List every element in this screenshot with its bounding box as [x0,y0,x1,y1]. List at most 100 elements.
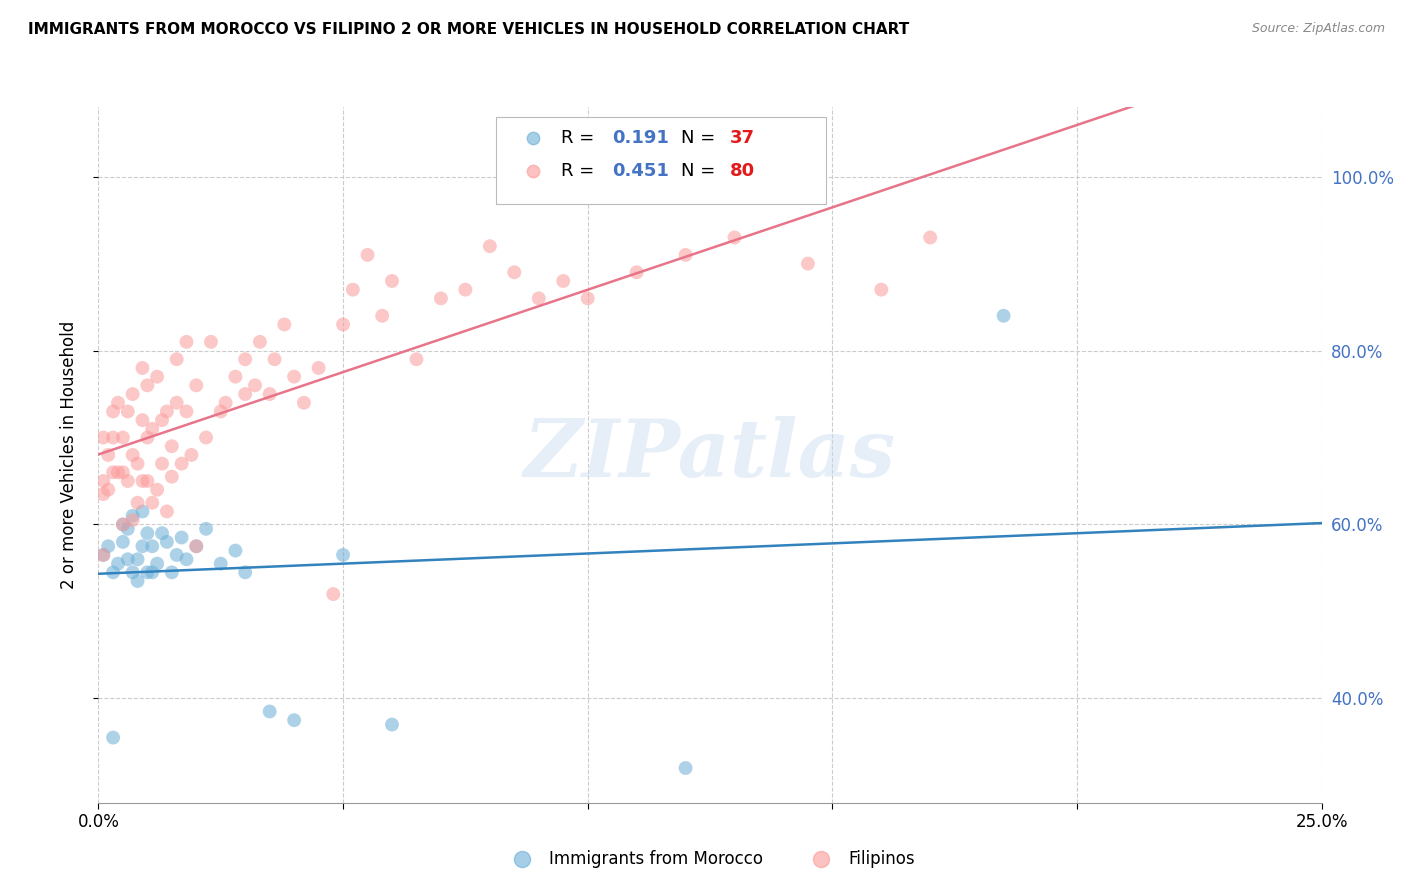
Point [243,378,266,392]
Point [233,566,256,580]
Point [553,274,575,288]
Point [170,457,193,471]
Text: 80: 80 [730,162,755,180]
Point [91,474,114,488]
Point [121,513,143,527]
Point [308,360,330,375]
Point [723,230,745,244]
Point [454,283,477,297]
Point [233,352,256,367]
Point [797,257,820,271]
Point [920,230,942,244]
Point [141,539,163,553]
Point [576,291,599,305]
Point [141,496,163,510]
Point [478,239,501,253]
Point [214,396,236,410]
Point [91,487,114,501]
Point [111,466,134,480]
Point [233,387,256,401]
Text: N =: N = [681,129,721,147]
Point [107,466,129,480]
Point [195,522,218,536]
Point [405,352,427,367]
FancyBboxPatch shape [496,118,827,204]
Point [675,248,697,262]
Point [107,557,129,571]
Point [283,713,305,727]
Point [131,474,153,488]
Point [332,318,354,332]
Point [121,387,143,401]
Point [176,404,198,418]
Point [527,291,550,305]
Point [186,378,208,392]
Point [136,526,159,541]
Point [259,387,281,401]
Point [166,396,188,410]
Point [91,548,114,562]
Point [160,439,183,453]
Legend: Immigrants from Morocco, Filipinos: Immigrants from Morocco, Filipinos [499,843,921,874]
Point [141,422,163,436]
Point [626,265,648,279]
Point [131,413,153,427]
Text: 0.191: 0.191 [612,129,669,147]
Point [101,404,124,418]
Point [111,517,134,532]
Point [166,548,188,562]
Point [195,431,218,445]
Point [136,474,159,488]
Point [91,431,114,445]
Point [101,466,124,480]
Point [131,360,153,375]
Point [176,552,198,566]
Point [127,574,149,588]
Point [117,552,139,566]
Point [166,352,188,367]
Point [111,517,134,532]
Point [117,522,139,536]
Point [146,483,169,497]
Point [993,309,1015,323]
Point [127,457,149,471]
Point [150,457,173,471]
Point [111,431,134,445]
Point [136,431,159,445]
Text: R =: R = [561,162,600,180]
Point [97,539,120,553]
Point [97,448,120,462]
Point [136,378,159,392]
Text: N =: N = [681,162,721,180]
Point [156,404,179,418]
Point [101,731,124,745]
Text: 37: 37 [730,129,755,147]
Point [186,539,208,553]
Point [503,265,526,279]
Point [146,557,169,571]
Point [332,548,354,562]
Text: 0.451: 0.451 [612,162,669,180]
Point [342,283,364,297]
Point [101,431,124,445]
Point [160,469,183,483]
Text: ZIPatlas: ZIPatlas [524,417,896,493]
Point [121,566,143,580]
Point [249,334,271,349]
Point [97,483,120,497]
Point [381,274,404,288]
Point [141,566,163,580]
Point [127,496,149,510]
Point [136,566,159,580]
Point [200,334,222,349]
Point [156,535,179,549]
Point [430,291,453,305]
Point [371,309,394,323]
Point [283,369,305,384]
Point [146,369,169,384]
Point [186,539,208,553]
Point [107,396,129,410]
Point [356,248,378,262]
Point [160,566,183,580]
Point [176,334,198,349]
